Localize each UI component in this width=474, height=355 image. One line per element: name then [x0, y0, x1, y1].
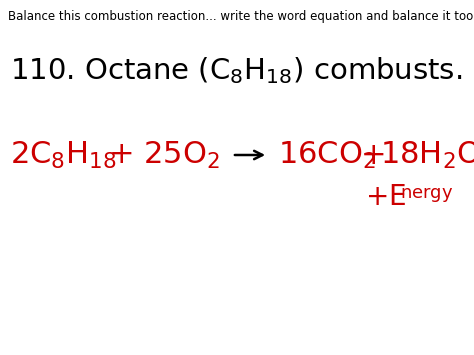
Text: $\mathregular{+E}$: $\mathregular{+E}$	[365, 183, 406, 211]
Text: $\mathregular{2C_8H_{18}}$: $\mathregular{2C_8H_{18}}$	[10, 140, 117, 170]
Text: $\mathregular{18H_2O}$: $\mathregular{18H_2O}$	[380, 140, 474, 170]
Text: $\mathregular{+}$: $\mathregular{+}$	[360, 141, 384, 169]
Text: $\mathregular{+\ 25O_2}$: $\mathregular{+\ 25O_2}$	[108, 140, 220, 170]
Text: $\mathregular{16CO_2}$: $\mathregular{16CO_2}$	[278, 140, 376, 170]
Text: 110. Octane ($\mathregular{C_8H_{18}}$) combusts.: 110. Octane ($\mathregular{C_8H_{18}}$) …	[10, 55, 462, 86]
Text: $\mathregular{nergy}$: $\mathregular{nergy}$	[400, 185, 453, 204]
Text: Balance this combustion reaction... write the word equation and balance it too: Balance this combustion reaction... writ…	[8, 10, 473, 23]
